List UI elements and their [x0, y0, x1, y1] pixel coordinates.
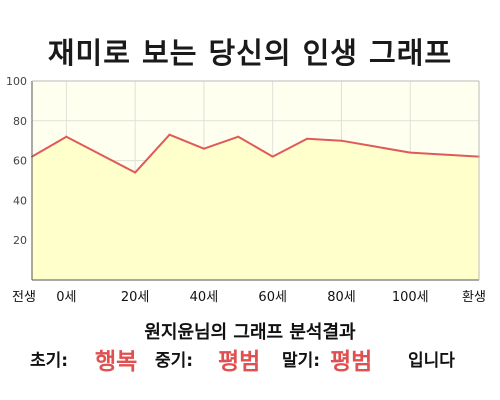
early-stage-label: 초기:: [30, 351, 69, 371]
series-line-segment: [237, 135, 274, 158]
series-line-segment: [31, 135, 68, 158]
axes: [31, 80, 480, 281]
x-tick-label: 전생: [12, 290, 36, 305]
series-line-segment: [306, 137, 343, 142]
x-tick-label: 20세: [121, 290, 150, 305]
series-line-segment: [443, 153, 480, 158]
series-line-segment: [99, 153, 137, 174]
series-line-segment: [134, 133, 171, 174]
x-tick-label: 60세: [258, 290, 287, 305]
y-tick-label: 20: [13, 234, 27, 247]
area-fill-layer: [32, 134, 479, 280]
series-line-layer: [31, 133, 480, 174]
analysis-heading: 원지윤님의 그래프 분석결과: [144, 322, 356, 343]
y-tick-labels: 20 40 60 80 100: [6, 75, 27, 247]
x-tick-label: 40세: [190, 290, 219, 305]
y-tick-label: 80: [13, 115, 27, 128]
closing-text: 입니다: [408, 351, 455, 371]
series-line-segment: [340, 139, 377, 148]
y-tick-label: 100: [6, 75, 27, 88]
x-tick-label: 80세: [327, 290, 356, 305]
early-stage-value: 행복: [95, 349, 138, 375]
middle-stage-value: 평범: [218, 349, 261, 375]
x-tick-label: 환생: [462, 290, 486, 305]
area-fill: [32, 134, 479, 280]
series-line-segment: [374, 145, 412, 154]
series-line-segment: [409, 151, 446, 156]
x-tick-label: 0세: [56, 290, 76, 305]
series-line-segment: [271, 137, 309, 158]
page-title: 재미로 보는 당신의 인생 그래프: [47, 36, 453, 70]
middle-stage-label: 중기:: [155, 351, 194, 371]
late-stage-value: 평범: [330, 349, 373, 375]
series-line-segment: [65, 135, 102, 156]
series-line-segment: [202, 135, 240, 150]
x-tick-labels: 전생 0세 20세 40세 60세 80세 100세 환생: [12, 290, 486, 305]
y-tick-label: 40: [13, 194, 27, 207]
y-tick-label: 60: [13, 155, 27, 168]
life-graph-chart: 20 40 60 80 100 전생 0세 20세 40세 60세 80세 100세 환생: [6, 75, 486, 305]
late-stage-label: 말기:: [282, 351, 321, 371]
series-line-segment: [168, 133, 205, 150]
x-tick-label: 100세: [392, 290, 429, 305]
